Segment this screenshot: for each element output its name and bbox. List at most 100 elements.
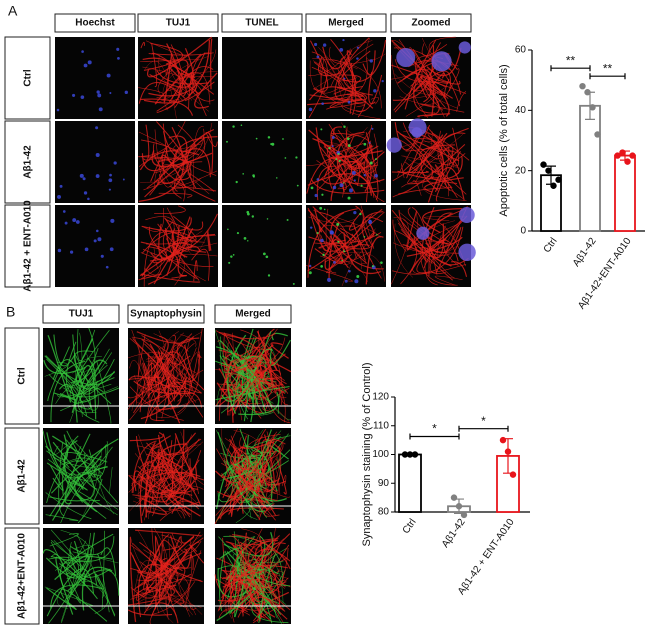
neurite [328,46,374,65]
row-header-box [4,327,40,425]
neurite [363,216,384,246]
neurite [391,68,431,80]
data-point [504,448,512,455]
neurite [223,371,276,383]
neurite [133,595,165,610]
nucleus [79,173,84,178]
x-tick-label: Aβ1-42 + ENT-A010 [456,517,517,597]
significance-label: ** [566,53,576,67]
nucleus [95,126,99,130]
neurite [365,37,386,61]
neurite [67,569,120,596]
neurite [185,550,202,611]
column-header: Hoechst [75,18,115,29]
neurite [434,275,463,286]
neurite [141,121,186,157]
neurite [139,469,205,489]
nucleus [375,158,377,161]
neurite [229,535,266,615]
nucleus [64,221,68,225]
neurite [156,534,204,624]
neurite [246,354,277,377]
neurite [235,544,261,548]
neurite [245,548,291,578]
neurite [444,78,450,99]
neurite [158,167,178,196]
neurite [101,530,105,609]
neurite [391,209,455,279]
neurite [184,81,215,102]
neurite [258,554,276,624]
nucleus [333,260,336,264]
nucleus [69,250,74,254]
neurite [431,72,445,87]
neurite [278,382,289,406]
data-point [594,131,601,138]
micrograph [138,205,218,287]
neurite [307,207,384,270]
micrograph [222,205,302,287]
nucleus [109,173,112,177]
neurite [129,537,137,623]
neurite [88,387,104,413]
neurite [230,447,268,471]
neurite [175,441,204,467]
neurite [88,368,99,411]
y-tick-label: 60 [515,45,527,56]
neurite [47,346,70,402]
neurite [142,248,214,267]
nucleus [371,127,374,130]
neurite [50,360,86,423]
neurite [77,490,118,516]
neurite [161,442,189,483]
neurite [131,336,163,384]
neurite [44,586,94,606]
neurite [223,563,248,612]
y-tick-label: 40 [515,105,527,116]
neurite [224,472,273,488]
neurite [247,536,285,551]
nucleus [380,261,383,264]
micrograph [42,428,119,524]
neurite [143,491,175,521]
neurite [54,561,75,624]
neurite [179,342,197,403]
neurite [335,150,383,158]
neurite [130,536,202,608]
neurite [319,57,368,100]
nucleus [230,255,233,258]
nucleus [262,252,266,256]
data-point [455,503,463,510]
nucleus [347,196,351,200]
data-point [555,176,562,183]
column-header: Zoomed [412,18,451,29]
neurite [239,572,265,587]
neurite [137,571,172,605]
neurite [57,383,112,398]
neurite [219,551,225,612]
nucleus [271,142,275,146]
neurite [131,468,180,486]
neurite [143,571,177,617]
neurite [322,225,354,227]
neurite [220,342,242,386]
neurite [146,180,160,196]
nucleus [348,269,351,273]
neurite [351,248,367,264]
neurite [156,351,198,399]
neurite [171,438,202,492]
neurite [51,554,73,596]
neurite [153,552,161,567]
nucleus [381,80,384,83]
nucleus [59,184,63,188]
neurite [330,39,357,116]
neurite [419,223,445,258]
neurite [161,552,180,572]
data-point [619,149,626,156]
data-point [579,83,586,90]
neurite [151,43,158,87]
neurite [225,571,262,592]
neurite [46,358,88,417]
neurite [160,351,187,402]
neurite [366,221,375,240]
